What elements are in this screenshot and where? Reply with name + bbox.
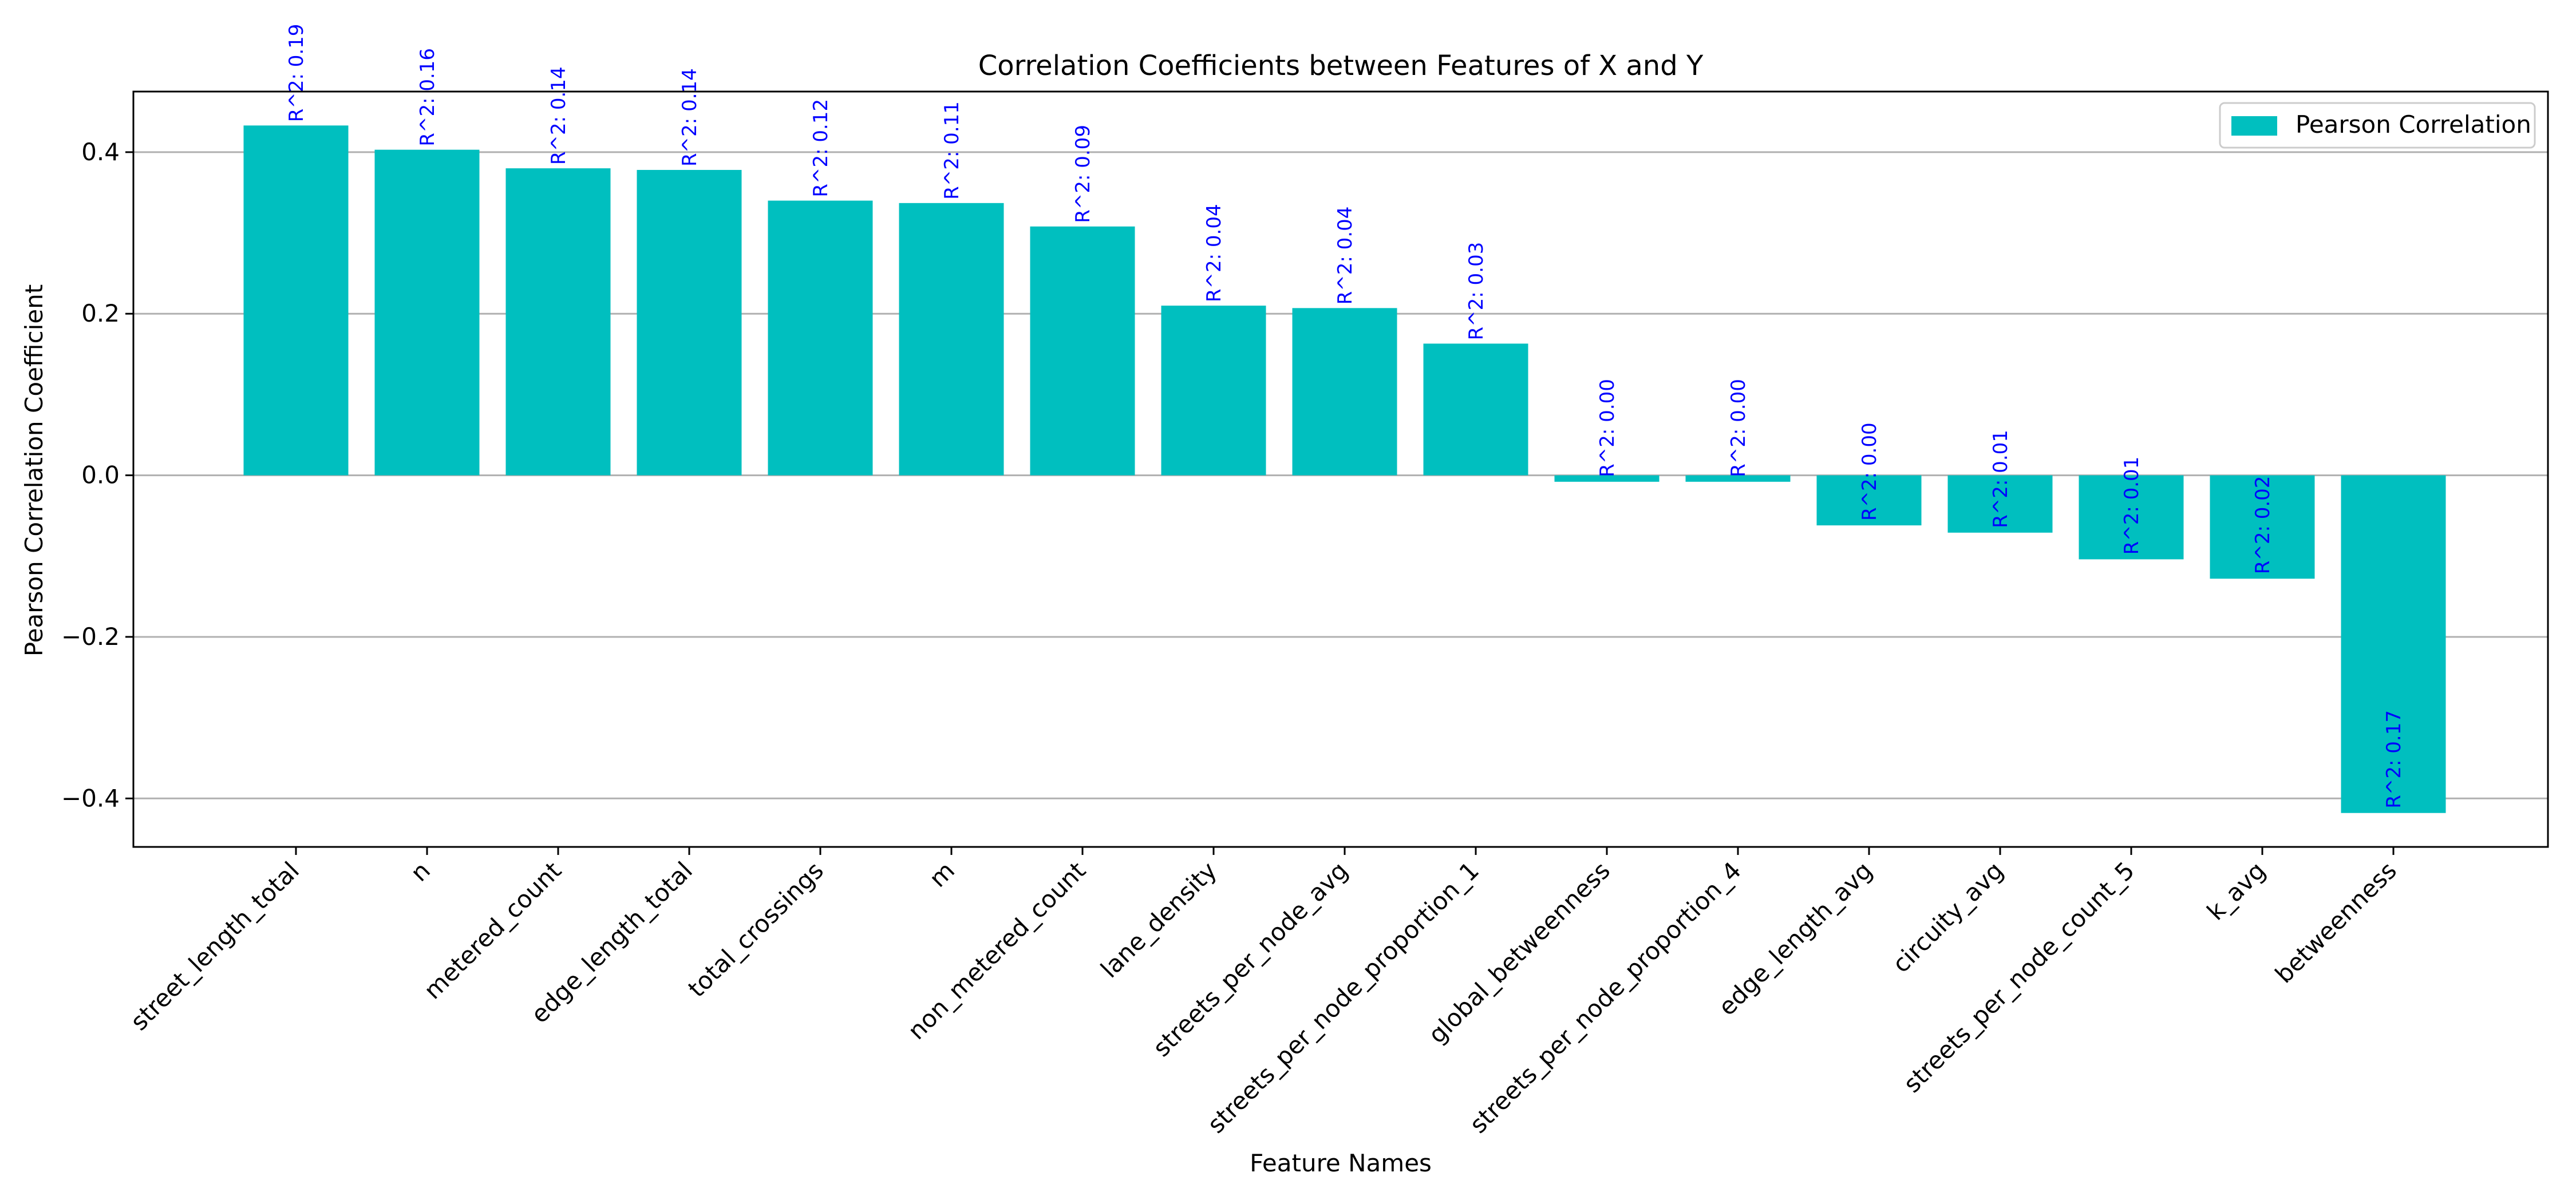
y-tick-label: 0.0 — [81, 461, 120, 489]
bar — [1423, 343, 1528, 476]
bar — [1292, 308, 1397, 476]
x-tick-label: circuity_avg — [1887, 856, 2009, 978]
y-tick-label: 0.2 — [81, 299, 120, 327]
bar — [2079, 475, 2184, 560]
y-tick-label: −0.4 — [61, 784, 120, 812]
bar — [899, 203, 1004, 476]
bar — [1554, 475, 1660, 482]
data-label: R^2: 0.19 — [285, 24, 308, 122]
bar — [2341, 475, 2446, 813]
bar — [1161, 306, 1266, 476]
bar — [768, 200, 873, 476]
y-tick-label: −0.2 — [61, 623, 120, 651]
bar — [637, 169, 742, 476]
x-tick-label: street_length_total — [125, 856, 305, 1036]
data-label: R^2: 0.12 — [809, 99, 832, 197]
data-label: R^2: 0.09 — [1072, 125, 1095, 223]
x-tick-label: m — [923, 856, 960, 893]
data-label: R^2: 0.17 — [2383, 710, 2405, 809]
x-tick-label: streets_per_node_proportion_1 — [1202, 856, 1484, 1138]
bar — [2210, 475, 2315, 579]
x-axis-label: Feature Names — [1250, 1149, 1432, 1177]
data-label: R^2: 0.02 — [2251, 476, 2274, 575]
data-label: R^2: 0.04 — [1334, 207, 1357, 305]
bar — [374, 149, 480, 476]
x-tick-label: metered_count — [418, 856, 567, 1004]
data-label: R^2: 0.14 — [547, 66, 570, 165]
legend-box — [2219, 102, 2536, 149]
data-label: R^2: 0.16 — [416, 48, 439, 146]
annotations: R^2: 0.19 R^2: 0.16 R^2: 0.14 R^2: 0.14 R^2:… — [285, 24, 2405, 809]
x-tick-label: k_avg — [2202, 856, 2271, 925]
x-tick-label: streets_per_node_proportion_4 — [1464, 856, 1747, 1138]
bar — [1947, 475, 2053, 533]
data-label: R^2: 0.00 — [1858, 422, 1881, 521]
bar — [1030, 226, 1135, 476]
x-axis-ticks: street_length_total nmetered_countedge_le… — [125, 847, 2402, 1139]
plot-frame — [132, 90, 2549, 848]
bar — [1816, 475, 1922, 526]
data-label: R^2: 0.14 — [678, 68, 701, 167]
legend-swatch — [2231, 116, 2277, 136]
bar — [505, 168, 611, 476]
y-axis-label: Pearson Correlation Coefficient — [20, 284, 48, 656]
bars — [243, 125, 2446, 813]
x-tick-label: n — [405, 856, 436, 886]
data-label: R^2: 0.04 — [1203, 204, 1226, 302]
x-tick-label: betweenness — [2270, 856, 2402, 988]
chart-title: Correlation Coefficients between Feature… — [978, 50, 1704, 82]
data-label: R^2: 0.01 — [1989, 430, 2012, 528]
x-tick-label: total_crossings — [682, 856, 829, 1003]
x-tick-label: lane_density — [1095, 856, 1222, 983]
data-label: R^2: 0.00 — [1596, 379, 1619, 477]
data-label: R^2: 0.11 — [941, 101, 963, 200]
legend: Pearson Correlation — [2219, 102, 2536, 149]
legend-label: Pearson Correlation — [2296, 110, 2531, 138]
y-axis-ticks: −0.4 −0.2 0.0 0.2 0.4 — [61, 138, 133, 812]
data-label: R^2: 0.03 — [1465, 242, 1488, 340]
x-tick-label: non_metered_count — [902, 856, 1091, 1045]
data-label: R^2: 0.01 — [2120, 457, 2143, 555]
x-tick-label: streets_per_node_count_5 — [1898, 856, 2140, 1098]
bar — [1685, 475, 1791, 482]
data-label: R^2: 0.00 — [1727, 379, 1750, 477]
y-tick-label: 0.4 — [81, 138, 120, 166]
bar — [243, 125, 349, 476]
